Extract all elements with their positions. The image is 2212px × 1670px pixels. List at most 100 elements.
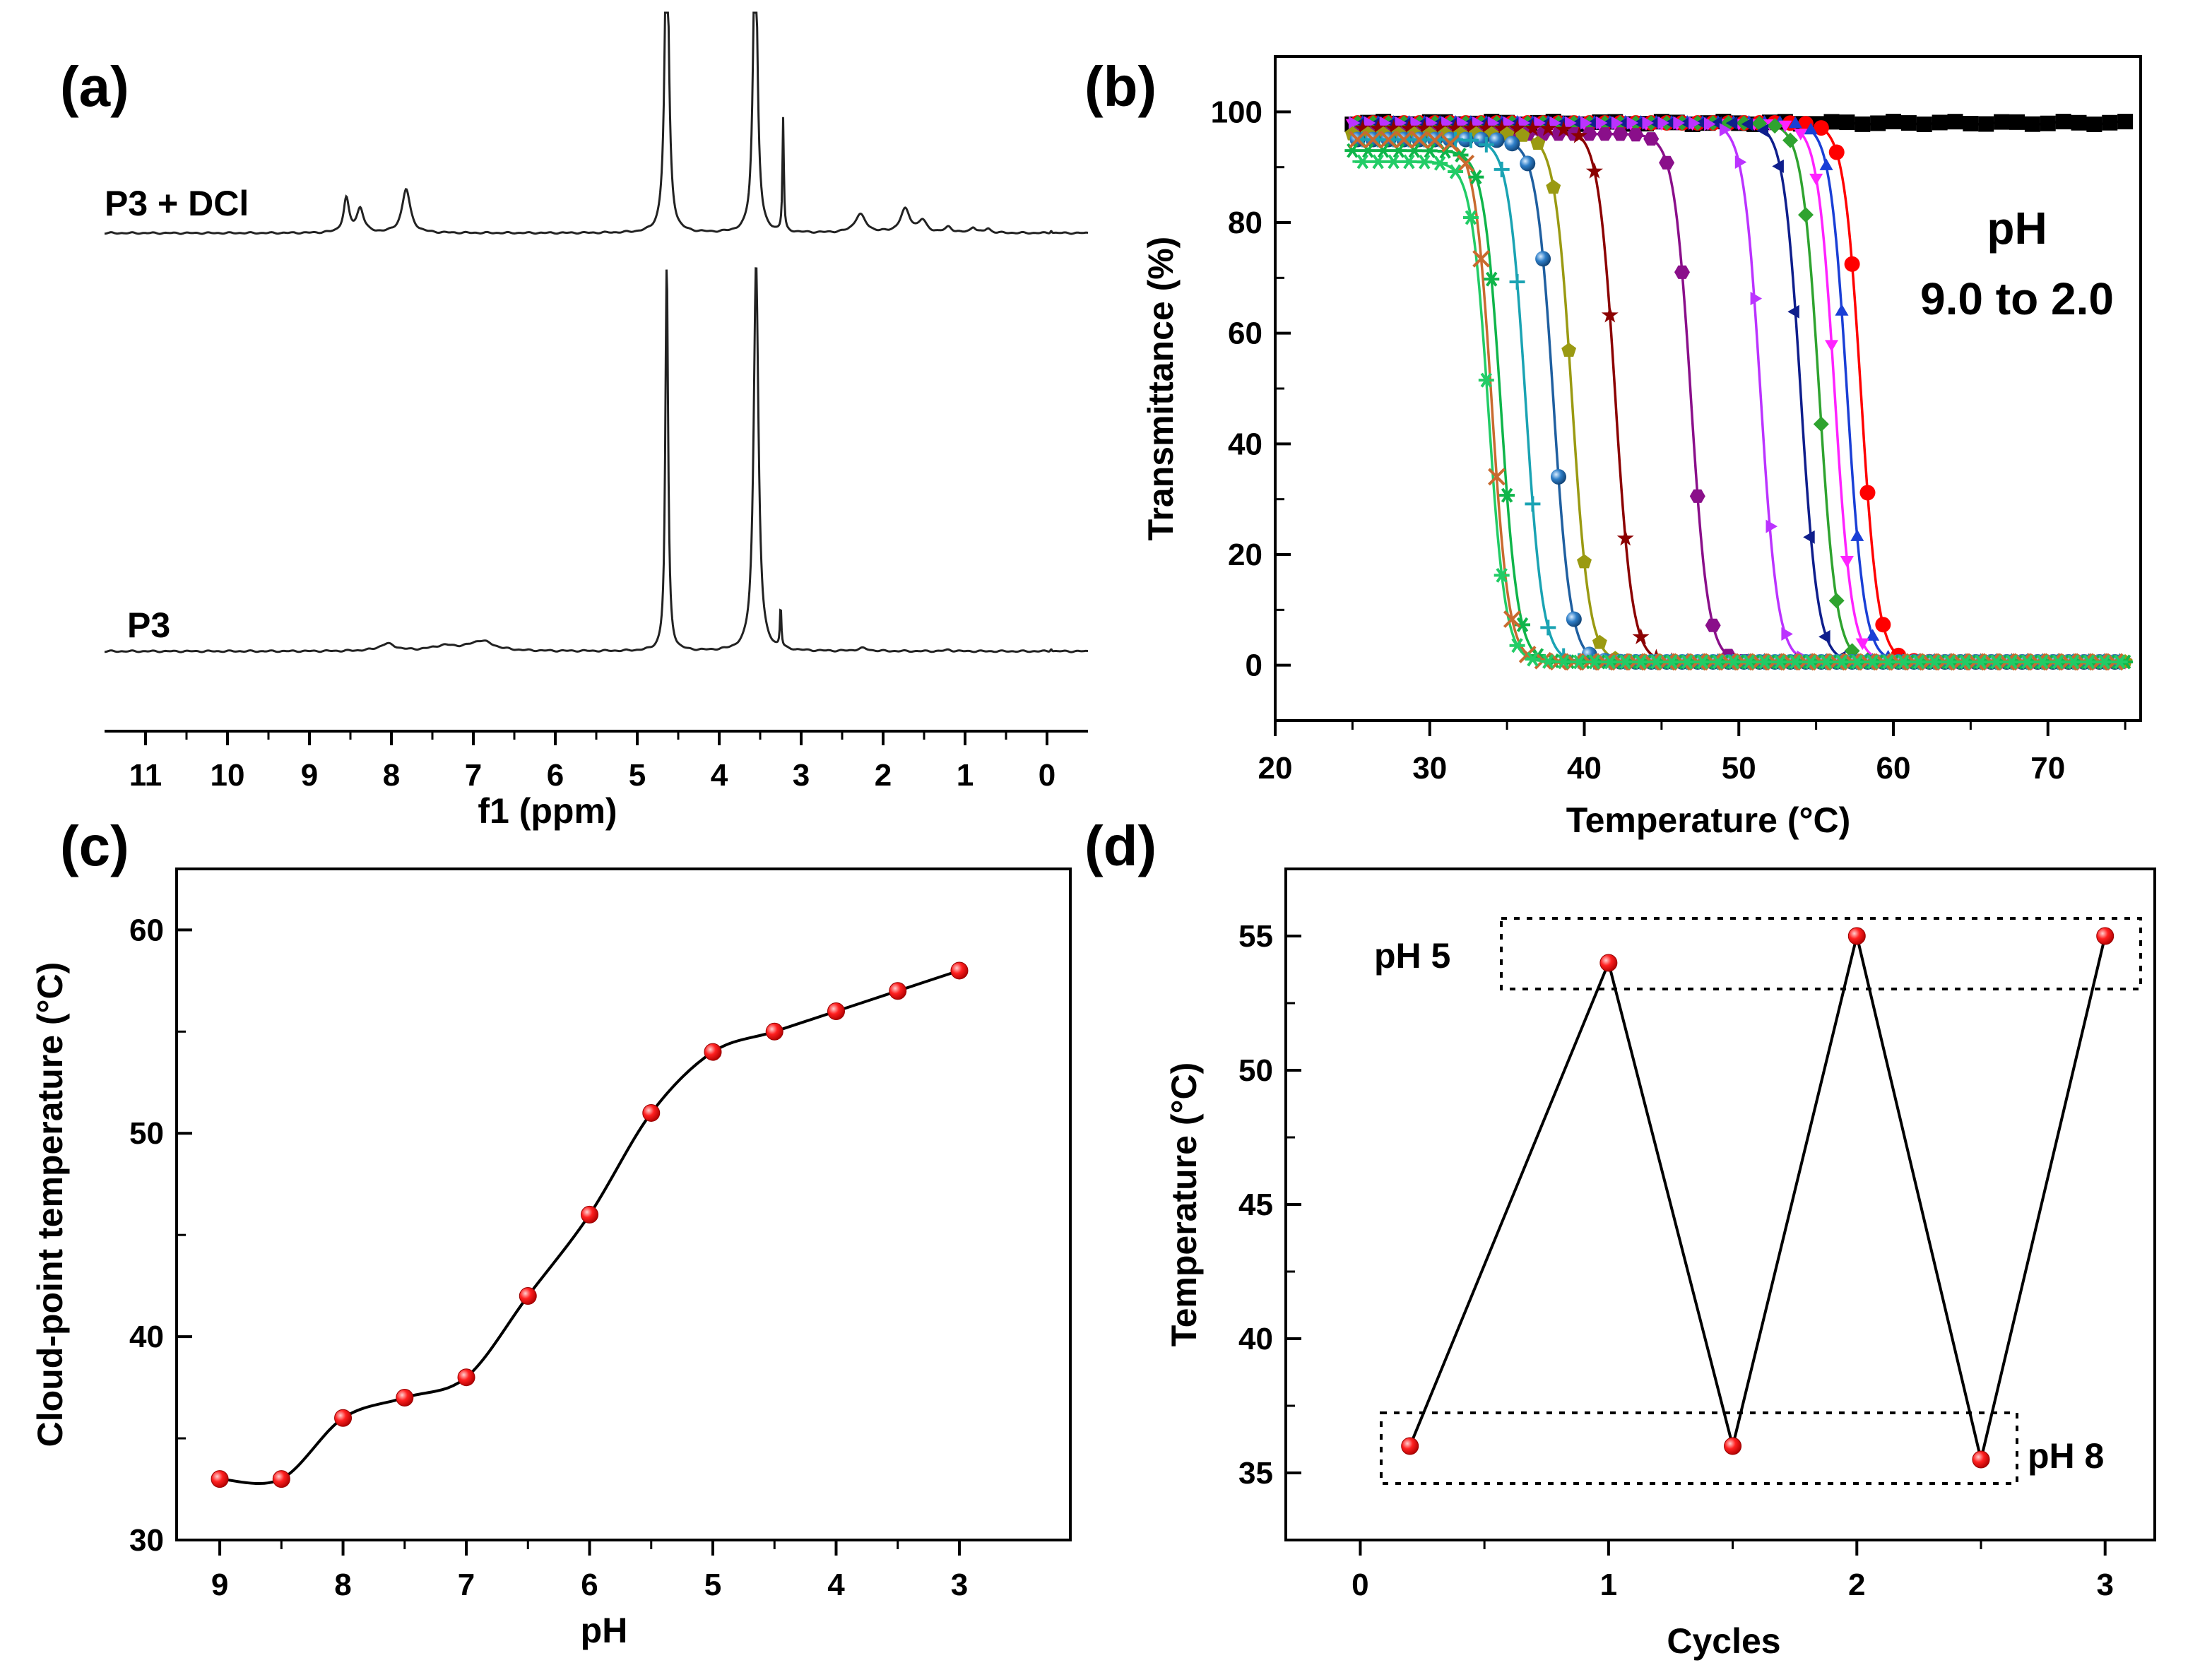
marker-series-13: [1472, 249, 1491, 268]
marker-series-2: [1835, 304, 1849, 316]
y-axis-title: Temperature (°C): [1164, 1062, 1204, 1346]
marker-series-5: [1679, 116, 1691, 130]
spectrum-p3: [105, 267, 1089, 653]
marker-series-13: [1488, 468, 1506, 486]
marker-series-11: [1478, 136, 1494, 153]
marker-series-9: [1561, 343, 1577, 357]
cloud-point-marker: [396, 1388, 414, 1407]
marker-series-14: [1679, 654, 1696, 670]
marker-series-8: [1462, 119, 1479, 136]
x-axis-title: Temperature (°C): [1566, 800, 1850, 840]
marker-series-7: [1674, 265, 1690, 279]
marker-series-14: [2081, 654, 2097, 670]
x-tick-label: 50: [1722, 751, 1756, 786]
cloud-point-fit-curve: [219, 969, 960, 1485]
marker-series-14: [1586, 654, 1602, 670]
y-tick-label: 60: [1228, 316, 1262, 351]
marker-control: [1932, 114, 1948, 131]
marker-series-3: [1794, 129, 1808, 141]
marker-series-4: [1813, 416, 1829, 432]
marker-series-8: [1369, 119, 1387, 136]
spectrum-p3-dcl: [105, 11, 1089, 235]
marker-series-14: [1525, 651, 1541, 667]
y-tick-label: 50: [129, 1116, 164, 1151]
y-tick-label: 55: [1238, 919, 1273, 954]
marker-series-2: [1804, 122, 1818, 135]
marker-series-11: [1509, 274, 1525, 290]
marker-series-14: [1540, 653, 1556, 669]
marker-series-14: [1988, 654, 2004, 670]
marker-series-10: [1520, 155, 1536, 172]
marker-series-10: [1535, 251, 1551, 267]
x-tick-label: 4: [827, 1568, 845, 1602]
marker-series-14: [1385, 154, 1402, 170]
marker-series-14: [1370, 154, 1386, 170]
spectrum-label-p3: P3: [127, 605, 170, 645]
marker-series-14: [1741, 654, 1757, 670]
y-tick-label: 40: [1228, 427, 1262, 461]
marker-series-8: [1416, 119, 1433, 136]
marker-control: [2086, 116, 2102, 132]
transmittance-markers: [1344, 114, 2134, 671]
cycle-marker: [1972, 1450, 1990, 1469]
cloud-point-marker: [950, 961, 969, 980]
marker-series-14: [1401, 154, 1417, 170]
marker-series-12: [1468, 170, 1484, 185]
marker-series-8: [1585, 162, 1603, 179]
ph8-label: pH 8: [2028, 1436, 2104, 1476]
marker-control: [2024, 116, 2040, 132]
marker-series-14: [1448, 164, 1464, 179]
panel-b-transmittance: (b) 20 30 40 50 60 70 0 20 40 60 80 100 pH 9.0 to 2…: [1084, 55, 2142, 840]
cycle-markers: [1401, 927, 2115, 1469]
marker-series-14: [2019, 654, 2035, 670]
marker-series-13: [1364, 131, 1382, 148]
marker-series-14: [1973, 654, 1989, 670]
marker-series-13: [1349, 131, 1367, 148]
marker-series-14: [1556, 654, 1572, 670]
marker-series-6: [1734, 155, 1747, 169]
x-tick-label: 5: [704, 1568, 721, 1602]
marker-series-3: [1840, 556, 1854, 568]
marker-control: [1978, 116, 1994, 132]
cloud-point-marker: [642, 1103, 661, 1122]
x-tick-label: 11: [129, 758, 162, 793]
marker-control: [1947, 114, 1963, 130]
cloud-point-marker: [457, 1368, 475, 1387]
marker-series-14: [1927, 654, 1943, 670]
y-tick-label: 40: [1238, 1322, 1273, 1356]
marker-series-5: [1818, 629, 1830, 644]
marker-series-14: [1756, 654, 1773, 670]
plot-frame: [175, 867, 1072, 1541]
marker-series-11: [1540, 620, 1556, 636]
marker-series-6: [1766, 519, 1778, 533]
marker-series-1: [1859, 485, 1876, 501]
x-axis-title: f1 (ppm): [478, 791, 617, 831]
panel-d-label: (d): [1084, 815, 1157, 877]
marker-series-14: [1695, 654, 1711, 670]
marker-series-14: [1911, 654, 1927, 670]
marker-series-5: [1787, 304, 1799, 319]
marker-series-5: [1602, 116, 1614, 130]
marker-series-8: [1431, 119, 1449, 136]
cloud-point-marker: [827, 1002, 845, 1021]
y-tick-label: 30: [129, 1523, 164, 1558]
marker-series-9: [1530, 136, 1546, 150]
marker-control: [1855, 116, 1871, 132]
marker-series-8: [1571, 126, 1588, 143]
marker-series-4: [1767, 118, 1783, 134]
marker-series-7: [1705, 618, 1721, 632]
panel-d-cycles: (d) 0 1 2 3 35 40 45 50 55 pH 5 pH 8 Cycles Temp…: [1084, 815, 2156, 1661]
marker-control: [2102, 114, 2118, 131]
y-tick-label: 45: [1238, 1188, 1273, 1222]
marker-control: [1900, 115, 1917, 131]
cycle-marker: [1599, 954, 1618, 972]
marker-series-14: [1803, 654, 1819, 670]
marker-series-8: [1632, 628, 1650, 644]
marker-series-14: [1895, 654, 1912, 670]
y-tick-label: 0: [1246, 649, 1262, 683]
marker-series-9: [1546, 179, 1561, 194]
marker-series-7: [1597, 127, 1613, 141]
marker-series-13: [1503, 610, 1521, 628]
ph5-region-box: [1500, 917, 2142, 990]
marker-series-14: [1432, 155, 1448, 171]
